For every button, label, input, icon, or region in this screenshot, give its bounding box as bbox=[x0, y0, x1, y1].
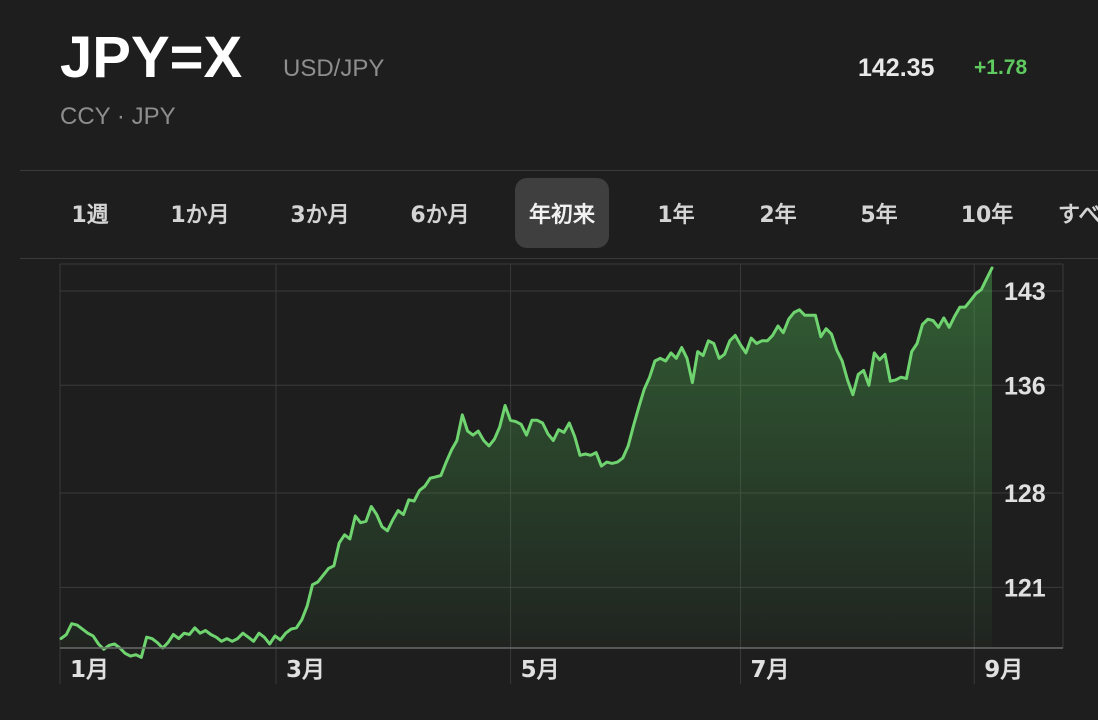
divider-top bbox=[20, 170, 1098, 171]
y-tick-label: 121 bbox=[1004, 574, 1046, 602]
ticker-symbol: JPY=X bbox=[60, 25, 243, 90]
y-tick-label: 128 bbox=[1004, 480, 1046, 508]
tab-1m[interactable]: 1か月 bbox=[170, 203, 230, 228]
tab-5y[interactable]: 5年 bbox=[860, 203, 898, 228]
x-tick-label: 3月 bbox=[286, 657, 325, 683]
tab-3m[interactable]: 3か月 bbox=[290, 203, 350, 228]
y-tick-label: 136 bbox=[1004, 372, 1046, 400]
y-tick-label: 143 bbox=[1004, 278, 1046, 306]
exchange-label: CCY · JPY bbox=[60, 103, 176, 130]
quote-header: JPY=X USD/JPY CCY · JPY 142.35 +1.78 bbox=[0, 0, 1098, 170]
x-tick-label: 7月 bbox=[751, 657, 790, 683]
current-price: 142.35 bbox=[858, 54, 935, 82]
tab-all[interactable]: すべて bbox=[1058, 203, 1098, 228]
divider-bottom bbox=[20, 258, 1098, 259]
range-tabs: 1週 1か月 3か月 6か月 年初来 1年 2年 5年 10年 すべて bbox=[0, 172, 1098, 258]
price-area-fill bbox=[61, 268, 992, 658]
x-tick-label: 5月 bbox=[521, 657, 560, 683]
price-change: +1.78 bbox=[974, 56, 1028, 79]
tab-1y[interactable]: 1年 bbox=[657, 203, 695, 228]
x-tick-label: 9月 bbox=[984, 657, 1023, 683]
price-line bbox=[59, 266, 994, 659]
tab-6m[interactable]: 6か月 bbox=[410, 203, 470, 228]
tab-10y[interactable]: 10年 bbox=[960, 203, 1014, 228]
tab-2y[interactable]: 2年 bbox=[759, 203, 797, 228]
tab-1w[interactable]: 1週 bbox=[71, 203, 109, 228]
price-chart[interactable]: 143 136 128 121 1月 3月 5月 7月 9月 bbox=[0, 258, 1098, 720]
x-tick-label: 1月 bbox=[70, 657, 109, 683]
currency-pair: USD/JPY bbox=[283, 55, 385, 82]
tab-ytd[interactable]: 年初来 bbox=[515, 178, 609, 248]
